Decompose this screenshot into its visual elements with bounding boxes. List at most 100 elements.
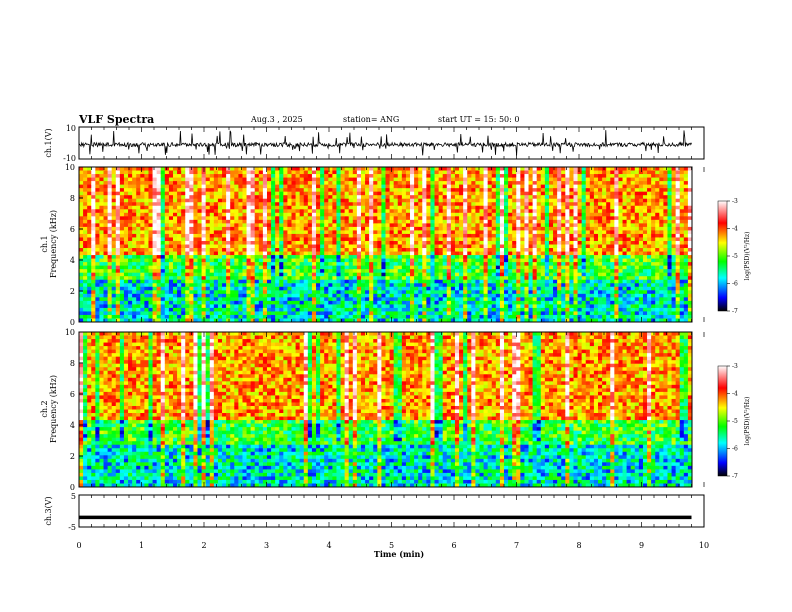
- spectrogram-cell: [499, 307, 505, 312]
- spectrogram-cell: [393, 198, 399, 203]
- spectrogram-cell: [446, 216, 452, 221]
- spectrogram-cell: [107, 262, 113, 267]
- spectrogram-cell: [111, 216, 117, 221]
- spectrogram-cell: [520, 191, 525, 196]
- spectrogram-cell: [283, 233, 288, 238]
- spectrogram-cell: [450, 265, 456, 270]
- spectrogram-cell: [410, 293, 415, 298]
- spectrogram-cell: [418, 300, 423, 305]
- spectrogram-cell: [508, 244, 513, 249]
- spectrogram-cell: [152, 181, 158, 186]
- spectrogram-cell: [512, 290, 517, 295]
- spectrogram-cell: [95, 297, 100, 302]
- spectrogram-cell: [405, 311, 411, 316]
- spectrogram-cell: [475, 188, 480, 193]
- spectrogram-cell: [410, 290, 415, 295]
- spectrogram-cell: [540, 216, 546, 221]
- spectrogram-cell: [454, 216, 460, 221]
- spectrogram-cell: [107, 184, 113, 189]
- spectrogram-cell: [454, 276, 460, 281]
- spectrogram-cell: [152, 184, 158, 189]
- spectrogram-cell: [205, 223, 211, 228]
- spectrogram-cell: [328, 286, 333, 291]
- spectrogram-cell: [414, 237, 419, 242]
- spectrogram-cell: [160, 170, 166, 175]
- spectrogram-cell: [205, 237, 211, 242]
- spectrogram-cell: [352, 181, 358, 186]
- spectrogram-cell: [520, 258, 525, 263]
- spectrogram-cell: [258, 177, 264, 182]
- spectrogram-cell: [528, 181, 534, 186]
- spectrogram-cell: [377, 191, 382, 196]
- spectrogram-cell: [336, 248, 341, 252]
- spectrogram-cell: [504, 181, 509, 186]
- spectrogram-cell: [328, 300, 333, 305]
- spectrogram-cell: [487, 251, 493, 256]
- spectrogram-cell: [536, 209, 542, 214]
- spectrogram-cell: [426, 262, 431, 267]
- spectrogram-cell: [185, 262, 190, 267]
- spectrogram-cell: [401, 311, 407, 316]
- spectrogram-cell: [418, 237, 423, 242]
- spectrogram-cell: [164, 248, 170, 252]
- spectrogram-cell: [95, 202, 100, 207]
- spectrogram-cell: [234, 269, 239, 274]
- spectrogram-cell: [201, 290, 207, 295]
- spectrogram-cell: [352, 240, 358, 245]
- spectrogram-cell: [414, 184, 419, 189]
- spectrogram-cell: [540, 177, 546, 182]
- spectrogram-cell: [360, 262, 366, 267]
- spectrogram-cell: [152, 230, 158, 235]
- spectrogram-cell: [291, 188, 296, 193]
- spectrogram-cell: [168, 276, 174, 281]
- spectrogram-cell: [389, 244, 395, 249]
- spectrogram-cell: [479, 265, 484, 270]
- spectrogram-cell: [405, 219, 411, 224]
- spectrogram-cell: [389, 251, 395, 256]
- spectrogram-cell: [336, 314, 341, 319]
- spectrogram-cell: [238, 255, 243, 259]
- spectrogram-cell: [144, 290, 149, 295]
- spectrogram-cell: [504, 244, 509, 249]
- spectrogram-cell: [230, 174, 235, 178]
- spectrogram-cell: [360, 255, 366, 259]
- spectrogram-cell: [467, 240, 472, 245]
- spectrogram-cell: [393, 276, 399, 281]
- spectrogram-cell: [450, 276, 456, 281]
- spectrogram-cell: [189, 219, 194, 224]
- spectrogram-cell: [222, 251, 227, 256]
- spectrogram-cell: [258, 304, 264, 309]
- spectrogram-cell: [434, 262, 440, 267]
- spectrogram-cell: [226, 290, 231, 295]
- spectrogram-cell: [83, 174, 88, 178]
- spectrogram-cell: [479, 202, 484, 207]
- spectrogram-cell: [540, 202, 546, 207]
- spectrogram-cell: [230, 279, 235, 284]
- spectrogram-cell: [152, 170, 158, 175]
- spectrogram-cell: [144, 170, 149, 175]
- spectrogram-cell: [393, 205, 399, 210]
- spectrogram-cell: [410, 205, 415, 210]
- spectrogram-cell: [385, 272, 390, 277]
- spectrogram-cell: [83, 244, 88, 249]
- spectrogram-cell: [291, 240, 296, 245]
- spectrogram-cell: [226, 293, 231, 298]
- spectrogram-cell: [287, 226, 292, 231]
- spectrogram-cell: [189, 262, 194, 267]
- spectrogram-cell: [91, 286, 96, 291]
- spectrogram-cell: [91, 283, 96, 288]
- spectrogram-cell: [83, 304, 88, 309]
- spectrogram-cell: [217, 188, 223, 193]
- spectrogram-cell: [250, 226, 256, 231]
- spectrogram-cell: [499, 188, 505, 193]
- spectrogram-cell: [213, 311, 219, 316]
- spectrogram-cell: [401, 240, 407, 245]
- spectrogram-cell: [238, 244, 243, 249]
- spectrogram-cell: [401, 262, 407, 267]
- spectrogram-cell: [516, 311, 521, 316]
- spectrogram-cell: [311, 290, 317, 295]
- spectrogram-cell: [324, 262, 329, 267]
- spectrogram-cell: [222, 212, 227, 217]
- spectrogram-cell: [459, 205, 464, 210]
- spectrogram-cell: [348, 233, 354, 238]
